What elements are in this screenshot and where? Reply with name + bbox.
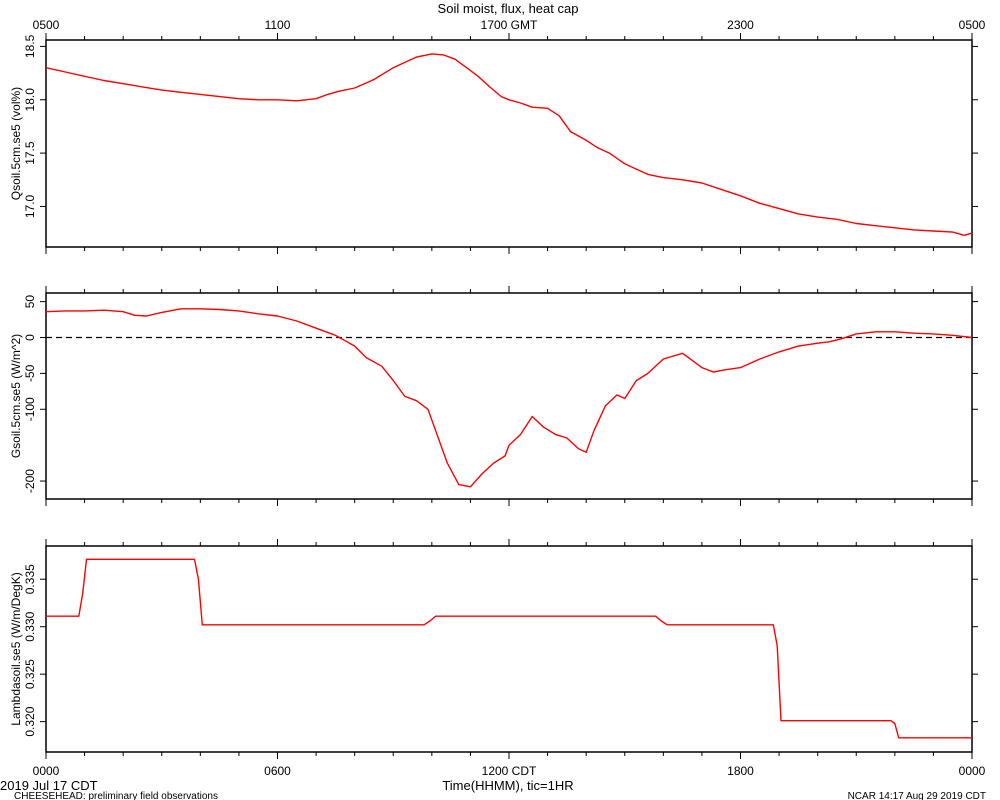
series-line-1-1 bbox=[45, 53, 973, 237]
panel-frame bbox=[45, 39, 973, 248]
top-tick-label: 2300 bbox=[727, 18, 754, 32]
y-tick-label: 0.335 bbox=[23, 564, 37, 594]
y-tick-label: 0.320 bbox=[23, 706, 37, 736]
y-tick-label: -50 bbox=[23, 364, 37, 382]
series-line-3-1 bbox=[46, 558, 972, 739]
top-tick-label: 1100 bbox=[265, 18, 291, 32]
y-tick-label: 0.330 bbox=[23, 611, 37, 641]
y-tick-label: 17.5 bbox=[23, 141, 37, 165]
bottom-tick-label: 1800 bbox=[727, 764, 754, 778]
panel-1: 17.0 17.5 18.0 18.5 Qsoil.5cm.se5 (vol%) bbox=[9, 33, 978, 254]
y-tick-label: 18.5 bbox=[23, 34, 37, 58]
series-line-2-1 bbox=[45, 308, 973, 488]
panel-frame bbox=[45, 292, 973, 500]
bottom-tick-label: 0000 bbox=[33, 764, 60, 778]
bottom-axis-labels: 0000 0600 1200 CDT 1800 0000 bbox=[33, 764, 986, 778]
top-axis-labels: 0500 1100 1700 GMT 2300 0500 bbox=[33, 18, 986, 32]
y-axis-label: Lambdasoil.se5 (W/m/DegK) bbox=[9, 572, 23, 725]
y-tick-label: 50 bbox=[23, 295, 37, 309]
top-tick-label: 1700 GMT bbox=[481, 18, 538, 32]
x-axis-label: Time(HHMM), tic=1HR bbox=[442, 778, 573, 793]
y-tick-label: -100 bbox=[23, 397, 37, 421]
bottom-tick-label: 1200 CDT bbox=[482, 764, 537, 778]
y-axis-label: Gsoil.5cm.se5 (W/m^2) bbox=[9, 334, 23, 458]
y-tick-label: 0.325 bbox=[23, 659, 37, 689]
y-tick-label: 18.0 bbox=[23, 88, 37, 112]
date-label: 2019 Jul 17 CDT bbox=[0, 778, 98, 793]
footer-left: CHEESEHEAD: preliminary field observatio… bbox=[14, 791, 218, 800]
chart-title: Soil moist, flux, heat cap bbox=[438, 1, 579, 16]
bottom-tick-label: 0600 bbox=[264, 764, 291, 778]
bottom-tick-label: 0000 bbox=[959, 764, 986, 778]
top-tick-label: 0500 bbox=[33, 18, 60, 32]
footer-right: NCAR 14:17 Aug 29 2019 CDT bbox=[848, 791, 986, 800]
y-tick-label: -200 bbox=[23, 469, 37, 493]
y-axis-label: Qsoil.5cm.se5 (vol%) bbox=[9, 87, 23, 200]
y-tick-label: 0 bbox=[23, 334, 37, 341]
panels: 17.0 17.5 18.0 18.5 Qsoil.5cm.se5 (vol%) 50 0 -… bbox=[9, 33, 978, 759]
y-tick-label: 17.0 bbox=[23, 194, 37, 218]
top-tick-label: 0500 bbox=[959, 18, 986, 32]
